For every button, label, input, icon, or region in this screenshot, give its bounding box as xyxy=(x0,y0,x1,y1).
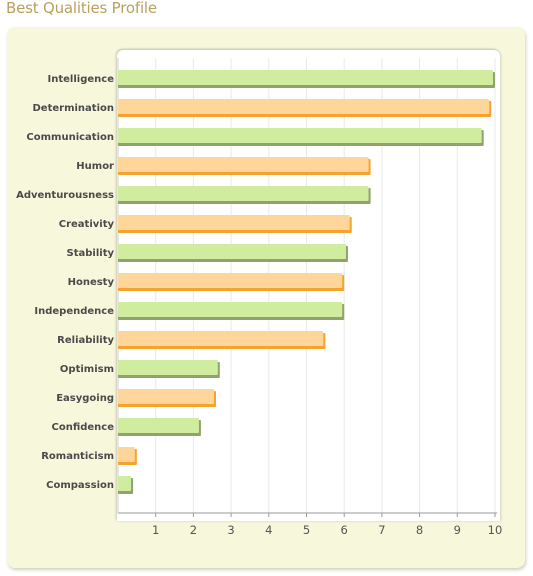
bar xyxy=(118,273,343,288)
x-tick-label: 9 xyxy=(454,523,461,537)
bar xyxy=(118,418,199,433)
bar xyxy=(118,244,346,259)
bar xyxy=(118,476,132,491)
category-label: Independence xyxy=(34,306,114,317)
bar xyxy=(118,302,343,317)
category-label: Confidence xyxy=(51,422,114,433)
x-tick-label: 5 xyxy=(303,523,310,537)
x-tick-label: 6 xyxy=(341,523,348,537)
page-title: Best Qualities Profile xyxy=(6,0,157,17)
category-label: Communication xyxy=(26,132,114,143)
bar xyxy=(118,70,493,85)
category-label: Reliability xyxy=(57,335,114,346)
bar xyxy=(118,215,350,230)
category-label: Easygoing xyxy=(56,393,114,404)
category-label: Compassion xyxy=(46,480,114,491)
bar xyxy=(118,360,218,375)
x-tick-label: 3 xyxy=(227,523,234,537)
x-tick-label: 1 xyxy=(152,523,159,537)
category-label: Adventurousness xyxy=(16,190,114,201)
category-label: Romanticism xyxy=(41,451,114,462)
category-label: Stability xyxy=(67,248,115,259)
bar xyxy=(118,447,135,462)
bar xyxy=(118,157,369,172)
category-label: Honesty xyxy=(68,277,115,288)
x-tick-label: 2 xyxy=(190,523,197,537)
category-label: Intelligence xyxy=(48,74,115,85)
bar xyxy=(118,99,490,114)
category-label: Optimism xyxy=(60,364,114,375)
bar xyxy=(118,331,324,346)
bar xyxy=(118,186,369,201)
category-label: Creativity xyxy=(59,219,115,230)
bar xyxy=(118,128,482,143)
category-label: Humor xyxy=(76,161,114,172)
x-tick-label: 10 xyxy=(488,523,503,537)
category-label: Determination xyxy=(33,103,115,114)
x-tick-label: 7 xyxy=(378,523,385,537)
x-tick-label: 8 xyxy=(416,523,423,537)
x-tick-label: 4 xyxy=(265,523,272,537)
bar xyxy=(118,389,215,404)
